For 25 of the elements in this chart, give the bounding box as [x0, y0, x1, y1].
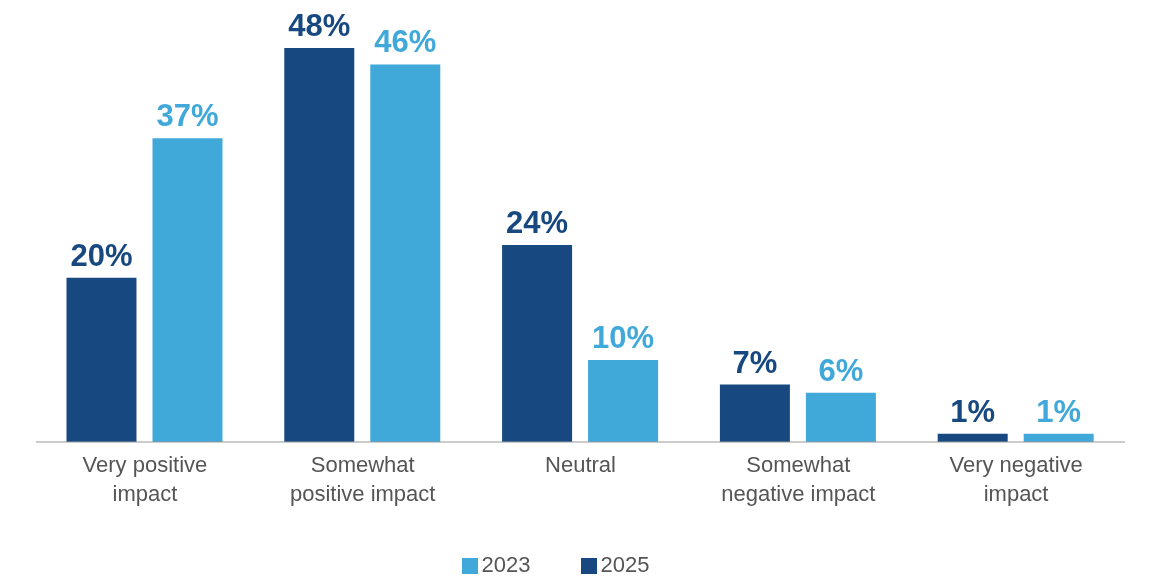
bar	[805, 392, 876, 442]
data-label: 7%	[732, 344, 778, 380]
bar	[719, 384, 790, 442]
bar	[370, 64, 441, 442]
data-label: 24%	[506, 205, 569, 240]
x-tick-label: Somewhat positive impact	[289, 452, 436, 506]
bar	[66, 277, 137, 442]
data-label: 20%	[70, 237, 133, 273]
legend-label: 2025	[600, 552, 650, 577]
x-tick-label: Very negative impact	[949, 452, 1083, 506]
data-label: 48%	[288, 8, 351, 43]
data-label: 37%	[156, 98, 219, 134]
x-tick-label: Neutral	[545, 452, 616, 477]
x-tick-label: Somewhat negative impact	[721, 452, 876, 506]
data-label: 1%	[1036, 393, 1082, 429]
x-tick-label: Very positive impact	[82, 452, 208, 506]
bar	[284, 48, 355, 442]
data-label: 46%	[374, 24, 437, 60]
bar	[502, 245, 573, 442]
legend-label: 2023	[481, 552, 531, 577]
data-label: 6%	[818, 352, 864, 388]
bar	[152, 138, 223, 442]
bar	[588, 359, 659, 442]
data-label: 1%	[950, 393, 996, 429]
data-label: 10%	[592, 319, 655, 355]
